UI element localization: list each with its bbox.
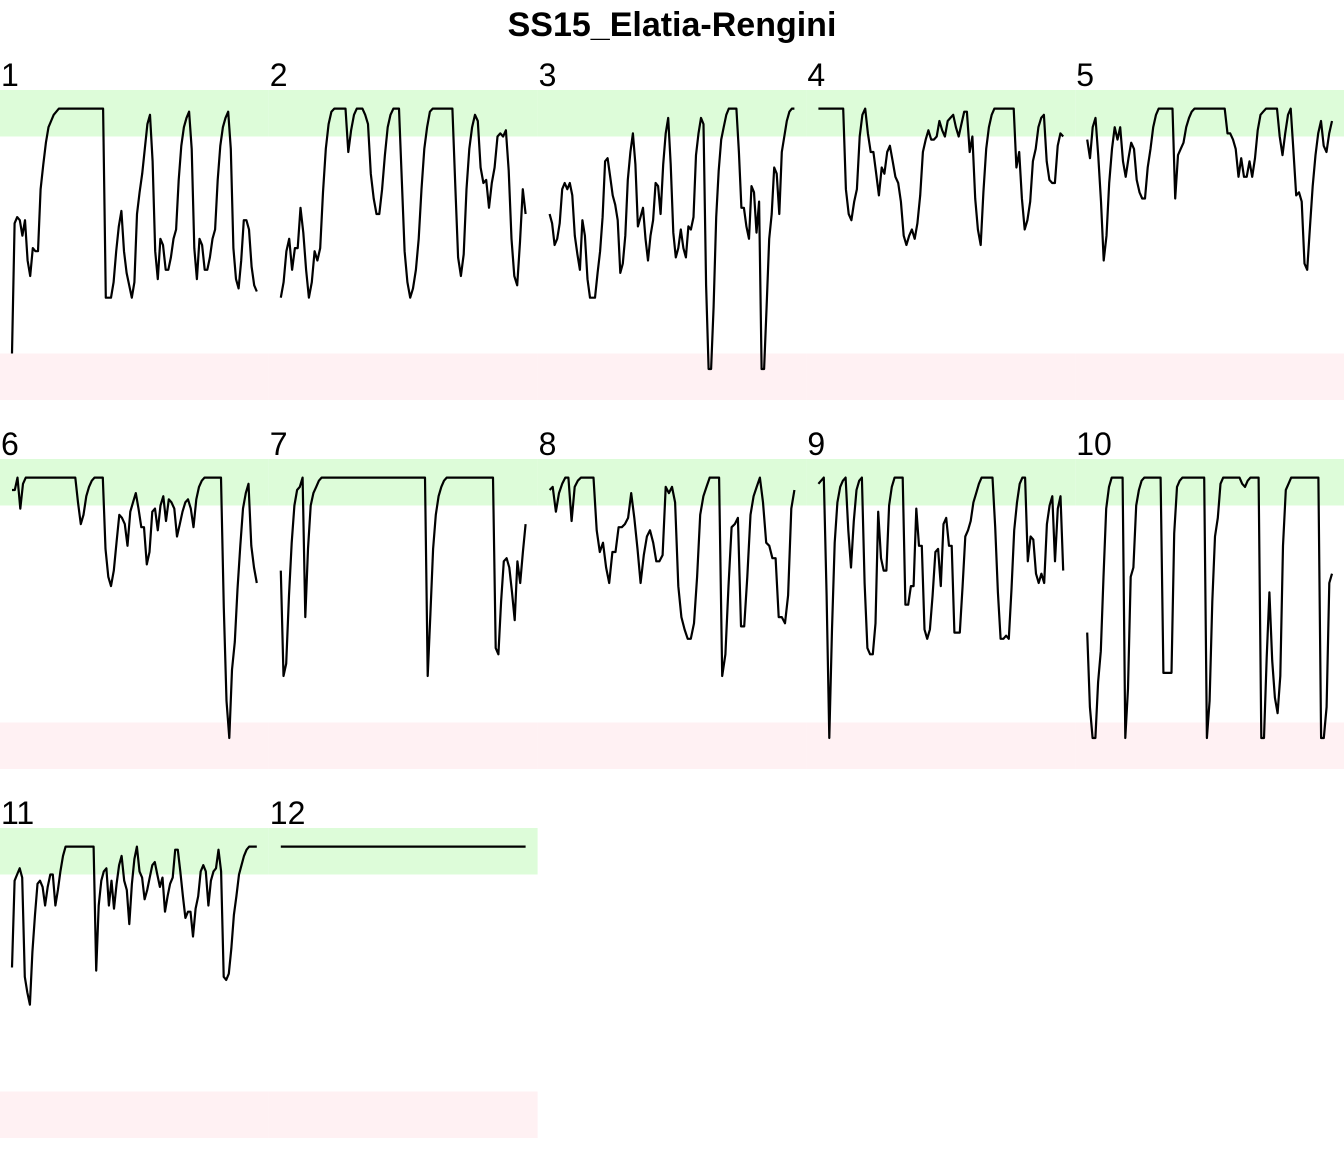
panel-11: 11 [0, 795, 269, 1138]
panel-4: 4 [806, 57, 1076, 400]
upper-band [537, 90, 807, 137]
series-line [1086, 476, 1334, 740]
series-line [818, 107, 1065, 247]
panel-3: 3 [537, 57, 807, 400]
upper-band [806, 459, 1076, 506]
series-line [817, 476, 1065, 740]
panel-label: 11 [1, 795, 34, 831]
lower-band [268, 722, 538, 769]
panel-1: 1 [0, 57, 269, 400]
lower-band [1075, 722, 1344, 769]
panel-label: 10 [1076, 426, 1112, 462]
panel-6: 6 [0, 426, 269, 769]
panel-12: 12 [268, 795, 538, 1138]
lower-band [268, 1091, 538, 1138]
panel-8: 8 [537, 426, 807, 769]
upper-band [1075, 459, 1344, 506]
series-line [12, 476, 258, 740]
panel-label: 4 [807, 57, 825, 93]
lower-band [806, 722, 1076, 769]
lower-band [1075, 353, 1344, 400]
panel-label: 9 [807, 426, 825, 462]
series-line [279, 107, 527, 299]
panel-10: 10 [1075, 426, 1344, 769]
upper-band [268, 459, 538, 506]
series-line [1086, 107, 1334, 271]
lower-band [0, 1091, 269, 1138]
panel-label: 8 [539, 426, 557, 462]
lower-band [806, 353, 1076, 400]
panel-label: 7 [270, 426, 288, 462]
upper-band [268, 90, 538, 137]
panel-5: 5 [1075, 57, 1344, 400]
series-line [10, 107, 258, 354]
panel-2: 2 [268, 57, 538, 400]
panel-7: 7 [268, 426, 538, 769]
panel-label: 3 [539, 57, 557, 93]
upper-band [806, 90, 1076, 137]
series-line [548, 476, 796, 678]
panel-label: 2 [270, 57, 288, 93]
panel-label: 1 [1, 57, 19, 93]
lower-band [268, 353, 538, 400]
series-line [548, 107, 795, 371]
lower-band [0, 722, 269, 769]
upper-band [0, 90, 269, 137]
panel-label: 12 [270, 795, 306, 831]
panel-9: 9 [806, 426, 1076, 769]
upper-band [268, 828, 538, 875]
panel-label: 5 [1076, 57, 1094, 93]
lower-band [537, 353, 807, 400]
series-line [279, 476, 527, 678]
chart-title: SS15_Elatia-Rengini [508, 6, 837, 44]
series-line [10, 845, 257, 1006]
panel-label: 6 [1, 426, 19, 462]
lower-band [537, 722, 807, 769]
lower-band [0, 353, 269, 400]
